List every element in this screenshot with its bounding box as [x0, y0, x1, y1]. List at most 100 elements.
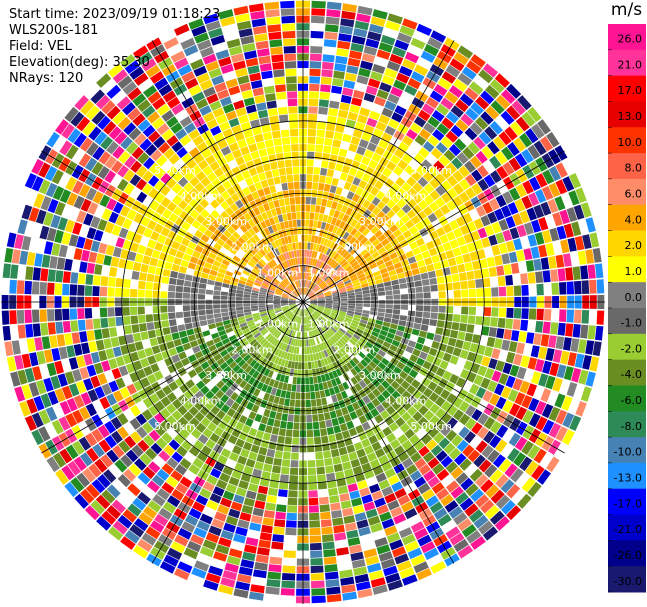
range-gate — [491, 221, 502, 234]
range-gate — [325, 303, 333, 306]
range-gate — [454, 138, 467, 151]
range-gate — [400, 259, 410, 267]
range-gate — [431, 110, 445, 122]
range-gate — [393, 294, 401, 300]
range-gate — [418, 128, 431, 140]
range-gate — [495, 439, 508, 453]
range-gate — [441, 71, 456, 84]
range-gate — [322, 61, 334, 70]
range-gate — [555, 336, 565, 350]
range-gate — [433, 334, 442, 343]
range-gate — [496, 265, 505, 276]
range-gate — [354, 221, 363, 230]
range-gate — [436, 320, 445, 328]
range-gate — [343, 319, 352, 325]
range-gate — [429, 364, 439, 374]
range-gate — [371, 196, 381, 206]
range-gate — [522, 409, 534, 424]
range-gate — [339, 172, 348, 181]
range-gate — [368, 235, 377, 243]
range-gate — [456, 236, 466, 247]
range-gate — [459, 323, 467, 332]
range-gate — [449, 355, 459, 365]
range-gate — [414, 280, 423, 287]
range-gate — [453, 290, 461, 298]
range-gate — [414, 253, 424, 262]
range-gate — [381, 325, 390, 332]
range-gate — [336, 318, 344, 324]
range-gate — [369, 110, 381, 121]
range-gate — [347, 295, 356, 299]
range-gate — [337, 285, 346, 290]
range-gate — [399, 25, 415, 37]
range-gate — [407, 77, 421, 90]
range-gate — [521, 477, 536, 493]
range-gate — [330, 146, 340, 156]
range-gate — [423, 398, 434, 410]
range-gate — [354, 288, 362, 293]
range-gate — [420, 272, 429, 280]
range-gate — [492, 454, 506, 468]
range-gate — [355, 306, 363, 310]
range-gate — [523, 222, 534, 235]
range-gate — [329, 315, 337, 320]
range-gate — [514, 153, 528, 168]
colorbar-tick-label: 8.0 — [625, 162, 643, 175]
range-gate — [369, 135, 381, 146]
range-gate — [464, 127, 478, 141]
range-gate — [441, 180, 452, 192]
range-gate — [361, 283, 369, 288]
range-gate — [393, 165, 404, 176]
range-gate — [405, 375, 415, 385]
range-gate — [329, 100, 340, 109]
range-gate — [512, 378, 523, 391]
range-gate — [402, 18, 418, 30]
range-gate — [505, 318, 514, 329]
range-gate — [350, 276, 359, 282]
range-gate — [352, 333, 361, 340]
range-gate — [412, 389, 423, 400]
range-gate — [446, 200, 457, 211]
range-gate — [331, 325, 339, 331]
range-gate — [361, 156, 371, 166]
range-gate — [392, 289, 401, 295]
range-gate — [406, 417, 417, 428]
range-gate — [421, 433, 433, 445]
range-gate — [311, 283, 317, 290]
range-gate — [390, 86, 403, 98]
range-gate — [562, 412, 575, 428]
range-gate — [318, 302, 325, 304]
range-gate — [340, 303, 348, 306]
range-gate — [508, 432, 521, 447]
range-gate — [309, 293, 315, 298]
range-gate — [528, 176, 541, 191]
range-gate — [335, 227, 343, 236]
range-gate — [320, 315, 327, 322]
range-gate — [384, 100, 397, 111]
range-gate — [313, 259, 318, 267]
range-gate — [348, 200, 357, 209]
range-gate — [407, 187, 418, 198]
range-gate — [525, 460, 539, 476]
range-gate — [455, 216, 466, 227]
range-gate — [311, 15, 325, 24]
range-gate — [478, 459, 492, 473]
range-gate — [363, 356, 372, 364]
range-gate — [410, 37, 426, 50]
range-gate — [414, 134, 427, 146]
range-gate — [423, 183, 435, 194]
range-gate — [360, 279, 368, 285]
range-gate — [422, 141, 435, 153]
range-gate — [317, 305, 325, 309]
range-gate — [376, 338, 385, 345]
range-gate — [395, 330, 404, 337]
range-gate — [332, 225, 339, 234]
range-gate — [471, 169, 483, 182]
range-gate — [320, 84, 331, 93]
range-gate — [400, 337, 410, 345]
range-gate — [396, 347, 405, 356]
range-gate — [334, 244, 341, 253]
range-gate — [309, 293, 316, 298]
range-gate — [473, 269, 482, 279]
range-gate — [531, 465, 545, 481]
